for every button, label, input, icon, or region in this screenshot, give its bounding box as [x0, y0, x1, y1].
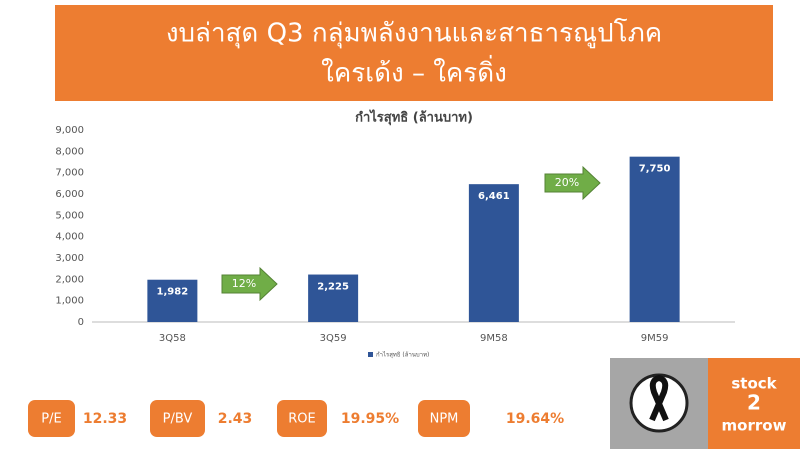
metric-label: P/E: [41, 412, 61, 427]
growth-label: 20%: [555, 176, 579, 189]
y-tick-label: 3,000: [55, 253, 84, 264]
metric-label: NPM: [430, 412, 459, 427]
y-tick-label: 5,000: [55, 210, 84, 221]
logo-text: morrow: [722, 417, 787, 435]
logo-box: [708, 358, 800, 449]
metric-pill: [277, 400, 327, 437]
data-label: 6,461: [478, 191, 510, 202]
bar: [147, 279, 198, 322]
y-tick-label: 0: [78, 317, 84, 328]
bar: [629, 156, 680, 322]
chart-title: กำไรสุทธิ (ล้านบาท): [355, 109, 473, 126]
metric-value: 12.33: [83, 411, 127, 427]
metric-pill: [28, 400, 75, 437]
bar: [308, 274, 359, 322]
x-tick-label: 9M59: [641, 333, 669, 344]
data-label: 2,225: [317, 282, 349, 293]
y-tick-label: 9,000: [55, 125, 84, 136]
metric-label: ROE: [288, 412, 315, 427]
y-tick-label: 8,000: [55, 146, 84, 157]
metric-pill: [418, 400, 470, 437]
metric-label: P/BV: [163, 412, 193, 427]
growth-arrow: [221, 266, 278, 302]
logo-text: stock: [731, 375, 777, 393]
logo-text: 2: [747, 391, 761, 415]
metric-value: 2.43: [218, 411, 253, 427]
header-banner: [55, 5, 773, 101]
y-tick-label: 7,000: [55, 168, 84, 179]
x-tick-label: 9M58: [480, 333, 508, 344]
metric-value: 19.64%: [506, 411, 564, 427]
growth-arrow: [544, 165, 601, 201]
x-tick-label: 3Q59: [320, 333, 347, 344]
y-tick-label: 1,000: [55, 296, 84, 307]
y-tick-label: 4,000: [55, 232, 84, 243]
bar: [468, 184, 519, 322]
x-tick-label: 3Q58: [159, 333, 186, 344]
header-line: ใครเด้ง – ใครดิ่ง: [321, 55, 507, 89]
metric-pill: [150, 400, 205, 437]
y-tick-label: 2,000: [55, 274, 84, 285]
header-line: งบล่าสุด Q3 กลุ่มพลังงานและสาธารณูปโภค: [166, 18, 662, 49]
data-label: 7,750: [639, 164, 671, 175]
data-label: 1,982: [157, 287, 189, 298]
y-tick-label: 6,000: [55, 189, 84, 200]
legend-label: กำไรสุทธิ (ล้านบาท): [376, 351, 429, 359]
ribbon: [649, 374, 669, 422]
growth-label: 12%: [232, 277, 256, 290]
metric-value: 19.95%: [341, 411, 399, 427]
legend-swatch: [368, 352, 373, 357]
